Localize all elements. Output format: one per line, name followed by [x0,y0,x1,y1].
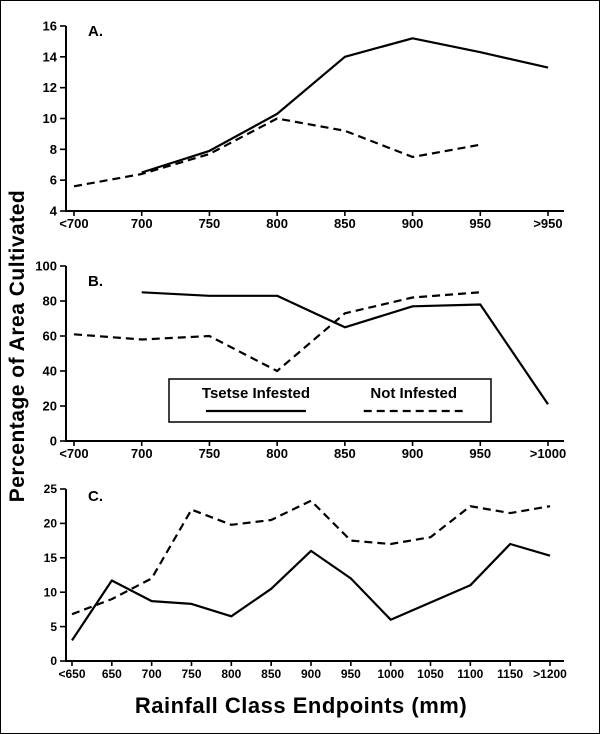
legend-box [168,378,492,423]
y-tick-label: 40 [43,364,57,379]
y-tick-label: 10 [43,111,57,126]
x-tick-label: 1150 [497,667,523,681]
x-tick-label: >950 [533,216,562,231]
x-tick-label: >1000 [530,446,567,461]
panel-b-chart: 0 20 40 60 80 100 <700 700 750 800 850 900 950 >1000 B… [1,241,599,466]
x-tick-label: 850 [334,446,356,461]
x-tick-label: 950 [341,667,361,681]
y-tick-label: 16 [43,19,57,34]
x-tick-label: 800 [266,446,288,461]
x-tick-label: 950 [469,216,491,231]
panel-c-chart: 0 5 10 15 20 25 <650 650 700 750 800 850 900 950 1000 1… [1,466,599,686]
panel-letter: B. [88,273,103,290]
x-tick-label: 750 [199,216,221,231]
x-tick-label: 650 [102,667,122,681]
x-tick-label: 700 [131,446,153,461]
y-tick-label: 25 [44,482,58,496]
x-tick-label: 1050 [417,667,444,681]
y-tick-label: 0 [50,434,57,449]
y-tick-label: 100 [35,259,57,274]
x-tick-label: 800 [266,216,288,231]
series-line-solid [141,291,549,405]
chart-svg-A: 4 6 8 10 12 14 16 <700 700 750 800 850 900 950 >950 A. [43,19,564,231]
x-tick-label: 700 [142,667,162,681]
series-line-dashed [73,291,481,373]
y-tick-label: 4 [50,204,58,219]
x-tick-label: 850 [334,216,356,231]
x-tick-label: 750 [181,667,201,681]
panel-a-chart: 4 6 8 10 12 14 16 <700 700 750 800 850 900 950 >950 A. [1,1,599,241]
series-line-solid [141,37,549,174]
y-tick-label: 20 [44,517,58,531]
y-axis-title: Percentage of Area Cultivated [6,189,29,503]
y-tick-label: 0 [50,654,57,668]
x-tick-label: 700 [131,216,153,231]
legend-label: Tsetse Infested [202,385,310,402]
chart-svg-B: 0 20 40 60 80 100 <700 700 750 800 850 900 950 >1000 B… [35,259,567,461]
x-tick-label: 900 [301,667,321,681]
series-line-dashed [71,499,551,616]
panel-letter: C. [88,488,103,505]
x-tick-label: 750 [199,446,221,461]
y-tick-label: 6 [50,173,57,188]
series-line-solid [71,542,551,642]
x-tick-label: >1200 [533,667,567,681]
x-tick-label: 1100 [457,667,483,681]
x-tick-label: 900 [402,216,424,231]
y-tick-label: 60 [43,329,57,344]
x-tick-label: 800 [221,667,241,681]
y-tick-label: 14 [43,49,58,64]
x-tick-label: 850 [261,667,281,681]
y-tick-label: 15 [44,551,58,565]
legend-label: Not Infested [370,385,457,402]
y-tick-label: 80 [43,294,57,309]
panel-letter: A. [88,23,103,40]
x-tick-label: 950 [469,446,491,461]
x-tick-label: <650 [58,667,85,681]
charts-stack: 4 6 8 10 12 14 16 <700 700 750 800 850 900 950 >950 A. … [1,1,599,686]
y-tick-label: 8 [50,142,57,157]
x-tick-label: 1000 [377,667,404,681]
y-tick-label: 10 [44,585,58,599]
y-tick-label: 20 [43,399,57,414]
y-tick-label: 5 [50,620,57,634]
x-tick-label: <700 [59,446,88,461]
y-tick-label: 12 [43,80,57,95]
x-axis-title: Rainfall Class Endpoints (mm) [134,693,468,718]
x-tick-label: <700 [59,216,88,231]
chart-svg-C: 0 5 10 15 20 25 <650 650 700 750 800 850 900 950 1000 1… [44,482,568,681]
x-tick-label: 900 [402,446,424,461]
series-line-dashed [73,117,481,188]
